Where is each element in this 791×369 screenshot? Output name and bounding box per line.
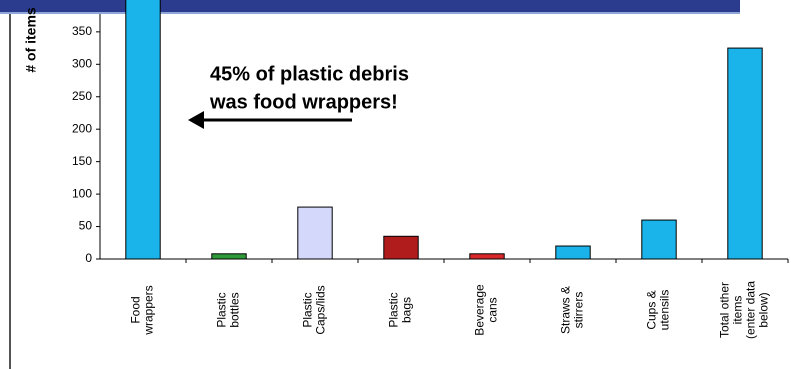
annotation: 45% of plastic debris xyxy=(210,63,409,85)
x-tick-label: below) xyxy=(757,292,771,327)
y-tick-label: 250 xyxy=(72,89,92,103)
y-tick-label: 200 xyxy=(72,121,92,135)
y-tick-label: 150 xyxy=(72,154,92,168)
x-tick-label: wrappers xyxy=(142,285,156,335)
x-tick-label: stirrers xyxy=(572,292,586,329)
bar xyxy=(211,253,247,260)
bar xyxy=(125,0,161,260)
y-tick-label: 300 xyxy=(72,56,92,70)
bar xyxy=(297,206,333,260)
x-tick-label: bottles xyxy=(228,292,242,327)
x-tick-label: Plastic xyxy=(301,292,315,327)
x-tick-label: Plastic xyxy=(215,292,229,327)
y-tick-label: 0 xyxy=(85,251,92,265)
x-tick-label: cans xyxy=(486,297,500,322)
x-tick-label: Plastic xyxy=(387,292,401,327)
y-tick-label: 50 xyxy=(79,219,93,233)
y-tick-label: 100 xyxy=(72,186,92,200)
bar xyxy=(641,219,677,260)
annotation: was food wrappers! xyxy=(209,91,398,113)
bar xyxy=(727,47,763,260)
x-tick-label: Food xyxy=(129,296,143,323)
x-tick-label: utensils xyxy=(658,290,672,331)
x-tick-label: Total other xyxy=(718,282,732,338)
bar xyxy=(383,235,419,260)
x-tick-label: items xyxy=(731,296,745,325)
bar xyxy=(555,245,591,260)
arrow-head xyxy=(188,111,204,129)
x-tick-label: Cups & xyxy=(645,290,659,329)
x-tick-label: Caps/lids xyxy=(314,285,328,334)
x-tick-label: Beverage xyxy=(473,284,487,336)
x-tick-label: bags xyxy=(400,297,414,323)
x-tick-label: (enter data xyxy=(744,281,758,339)
plot-area xyxy=(125,0,763,260)
header-banner xyxy=(0,0,740,12)
bar xyxy=(469,253,505,260)
x-tick-label: Straws & xyxy=(559,286,573,334)
y-tick-label: 350 xyxy=(72,24,92,38)
y-axis-label: # of items xyxy=(23,7,39,73)
